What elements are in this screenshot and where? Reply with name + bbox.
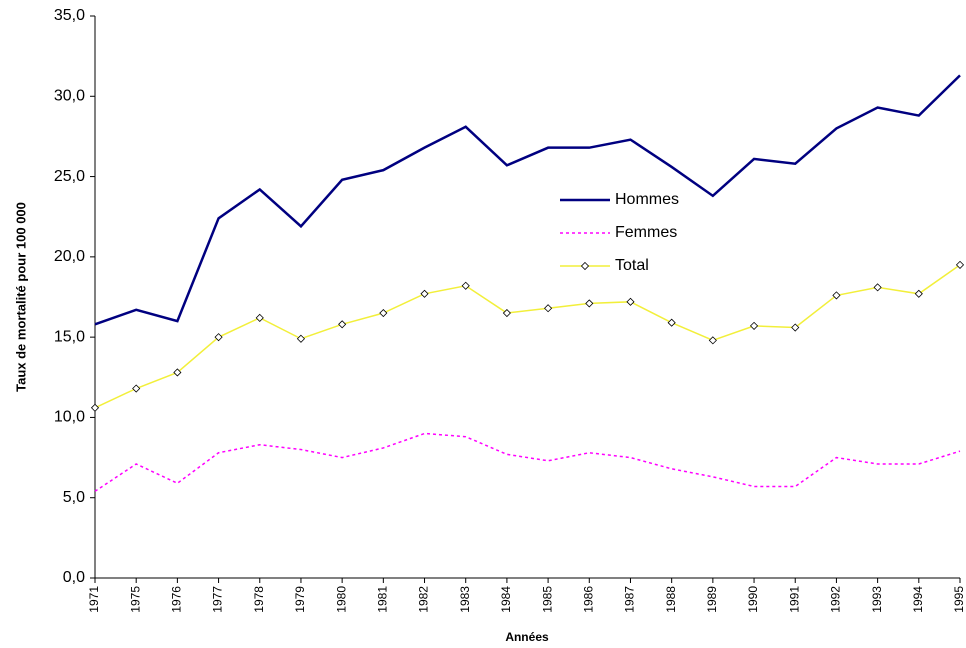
x-tick-label: 1987 xyxy=(623,586,637,613)
point-marker xyxy=(338,320,347,329)
y-tick-label: 15,0 xyxy=(54,328,85,345)
x-tick-label: 1988 xyxy=(664,586,678,613)
y-tick-label: 20,0 xyxy=(54,248,85,265)
y-tick-label: 0,0 xyxy=(63,569,85,586)
point-marker xyxy=(132,384,141,393)
x-tick-label: 1982 xyxy=(417,586,431,613)
x-tick-label: 1980 xyxy=(334,586,348,613)
x-tick-label: 1992 xyxy=(829,586,843,613)
y-axis-label: Taux de mortalité pour 100 000 xyxy=(13,202,28,392)
point-marker xyxy=(461,281,470,290)
y-tick-label: 35,0 xyxy=(54,7,85,24)
x-tick-label: 1978 xyxy=(252,586,266,613)
point-marker xyxy=(791,323,800,332)
x-tick-label: 1981 xyxy=(376,586,390,613)
point-marker xyxy=(544,304,553,313)
series-line xyxy=(94,74,961,326)
x-tick-label: 1977 xyxy=(211,586,225,613)
x-tick-label: 1995 xyxy=(952,586,966,613)
x-tick-label: 1986 xyxy=(581,586,595,613)
point-marker xyxy=(585,299,594,308)
x-tick-label: 1993 xyxy=(870,586,884,613)
point-marker xyxy=(832,291,841,300)
x-axis-label: Années xyxy=(505,630,549,644)
x-tick-label: 1991 xyxy=(787,586,801,613)
y-tick-label: 30,0 xyxy=(54,88,85,105)
x-tick-label: 1990 xyxy=(746,586,760,613)
series-line xyxy=(94,432,961,492)
point-marker xyxy=(255,313,264,322)
point-marker xyxy=(708,336,717,345)
x-tick-label: 1979 xyxy=(293,586,307,613)
legend-label: Hommes xyxy=(615,191,679,208)
y-tick-label: 5,0 xyxy=(63,489,85,506)
point-marker xyxy=(173,368,182,377)
x-tick-label: 1985 xyxy=(540,586,554,613)
point-marker xyxy=(749,321,759,330)
point-marker xyxy=(914,289,923,298)
point-marker xyxy=(296,334,306,343)
x-tick-label: 1975 xyxy=(128,586,142,613)
point-marker xyxy=(379,308,388,318)
x-tick-label: 1984 xyxy=(499,586,513,613)
point-marker xyxy=(873,283,882,292)
legend-label: Total xyxy=(615,257,649,274)
legend-marker xyxy=(580,261,590,271)
series-line xyxy=(94,264,961,409)
point-marker xyxy=(626,297,635,306)
point-marker xyxy=(90,403,100,412)
point-marker xyxy=(667,318,676,327)
x-tick-label: 1983 xyxy=(458,586,472,613)
point-marker xyxy=(420,289,429,298)
point-marker xyxy=(214,333,223,342)
x-tick-label: 1994 xyxy=(911,586,925,613)
y-tick-label: 25,0 xyxy=(54,168,85,185)
point-marker xyxy=(502,308,511,318)
point-marker xyxy=(955,260,965,269)
x-tick-label: 1971 xyxy=(87,586,101,613)
x-tick-label: 1989 xyxy=(705,586,719,613)
x-tick-label: 1976 xyxy=(170,586,184,613)
legend-label: Femmes xyxy=(615,224,677,241)
y-tick-label: 10,0 xyxy=(54,409,85,426)
